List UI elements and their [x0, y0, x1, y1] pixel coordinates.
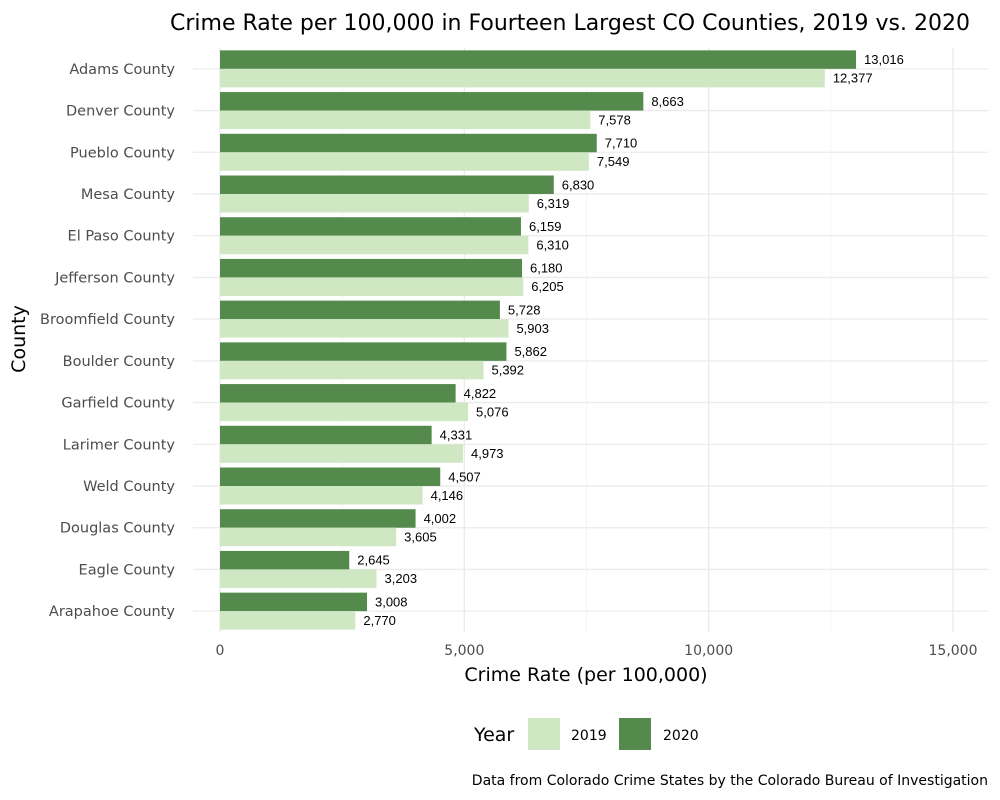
data-label-2019: 5,903 [516, 321, 549, 336]
y-tick-label: El Paso County [68, 229, 176, 245]
y-axis-title: County [8, 305, 30, 373]
bar-2020 [220, 133, 597, 153]
data-label-2020: 3,008 [375, 594, 408, 609]
y-tick-label: Jefferson County [54, 270, 175, 286]
data-label-2019: 2,770 [363, 613, 396, 628]
bar-2019 [220, 569, 377, 588]
legend-label: 2019 [571, 728, 607, 744]
bar-2019 [220, 444, 464, 463]
bar-2020 [220, 467, 441, 486]
x-axis: 0 5,000 10,000 15,000 [216, 643, 978, 659]
y-tick-label: Weld County [83, 479, 175, 495]
bar-2019 [220, 110, 591, 130]
data-label-2020: 4,507 [448, 469, 481, 484]
data-label-2020: 4,002 [424, 511, 457, 526]
legend-key-2020 [619, 718, 651, 750]
bar-2019 [220, 194, 529, 213]
bar-2020 [220, 217, 521, 236]
y-tick-label: Eagle County [79, 562, 176, 578]
bar-2020 [220, 592, 367, 612]
y-tick-label: Larimer County [63, 437, 176, 453]
data-label-2020: 2,645 [357, 553, 390, 568]
data-label-2019: 7,578 [598, 112, 631, 127]
y-tick-label: Douglas County [60, 521, 176, 537]
y-tick-label: Pueblo County [70, 145, 175, 161]
data-label-2019: 4,146 [431, 488, 464, 503]
data-label-2019: 7,549 [597, 154, 630, 169]
data-label-2019: 3,605 [404, 529, 437, 544]
y-tick-label: Mesa County [81, 187, 176, 203]
bar-2020 [220, 258, 522, 278]
data-label-2019: 6,310 [536, 237, 569, 252]
bar-2020 [220, 175, 554, 194]
bar-2020 [220, 550, 350, 570]
data-label-2020: 7,710 [605, 136, 638, 151]
x-tick-label: 0 [216, 643, 225, 659]
y-tick-label: Garfield County [61, 396, 175, 412]
chart-title: Crime Rate per 100,000 in Fourteen Large… [170, 11, 970, 36]
legend: Year 2019 2020 [473, 718, 699, 750]
data-label-2020: 5,862 [514, 344, 547, 359]
bar-2020 [220, 342, 507, 361]
x-tick-label: 10,000 [684, 643, 733, 659]
data-label-2020: 6,830 [562, 177, 595, 192]
y-axis: Adams County Denver County Pueblo County Me… [40, 62, 175, 620]
data-label-2019: 6,205 [531, 279, 564, 294]
bar-2019 [220, 235, 529, 255]
legend-title: Year [473, 724, 514, 746]
data-label-2020: 5,728 [508, 302, 541, 317]
bar-2020 [220, 509, 416, 528]
data-label-2019: 12,377 [833, 71, 873, 86]
chart-caption: Data from Colorado Crime States by the C… [472, 773, 988, 789]
data-label-2019: 4,973 [471, 446, 504, 461]
bar-2019 [220, 360, 484, 380]
bar-2019 [220, 319, 509, 338]
bar-2019 [220, 611, 356, 630]
data-label-2019: 3,203 [385, 571, 418, 586]
bar-2020 [220, 425, 432, 445]
data-label-2020: 4,331 [440, 428, 473, 443]
data-label-2020: 13,016 [864, 52, 904, 67]
y-tick-label: Broomfield County [40, 312, 175, 328]
data-label-2020: 4,822 [464, 386, 497, 401]
bar-2019 [220, 402, 469, 422]
bar-2019 [220, 152, 589, 171]
bar-2020 [220, 50, 857, 69]
legend-key-2019 [528, 718, 560, 750]
bar-2020 [220, 300, 500, 320]
bar-2020 [220, 384, 456, 403]
legend-label: 2020 [663, 728, 699, 744]
y-tick-label: Denver County [66, 104, 175, 120]
y-tick-label: Arapahoe County [49, 604, 176, 620]
x-tick-label: 5,000 [444, 643, 484, 659]
bar-2019 [220, 68, 825, 88]
y-tick-label: Adams County [69, 62, 175, 78]
data-label-2020: 8,663 [651, 94, 684, 109]
bar-2019 [220, 486, 423, 505]
bar-2020 [220, 92, 644, 111]
bar-2019 [220, 527, 397, 547]
data-label-2020: 6,159 [529, 219, 562, 234]
x-axis-title: Crime Rate (per 100,000) [464, 664, 707, 686]
y-tick-label: Boulder County [63, 354, 176, 370]
data-label-2020: 6,180 [530, 261, 563, 276]
data-label-2019: 6,319 [537, 196, 570, 211]
plot-bars [220, 50, 857, 630]
data-label-2019: 5,392 [491, 363, 524, 378]
bar-2019 [220, 277, 524, 296]
x-tick-label: 15,000 [929, 643, 978, 659]
data-label-2019: 5,076 [476, 404, 509, 419]
